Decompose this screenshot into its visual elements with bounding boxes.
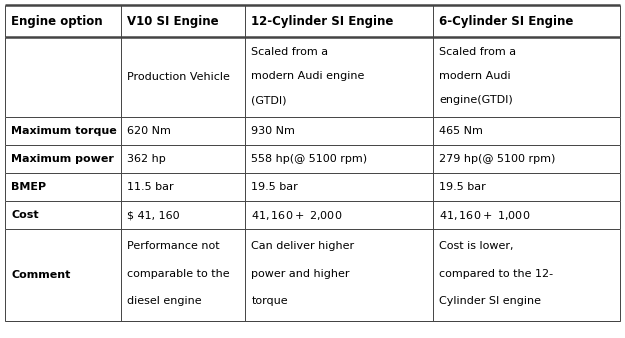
Text: modern Audi: modern Audi: [439, 71, 511, 81]
Text: compared to the 12-: compared to the 12-: [439, 269, 553, 279]
Text: 279 hp(@ 5100 rpm): 279 hp(@ 5100 rpm): [439, 154, 556, 164]
Text: 930 Nm: 930 Nm: [251, 126, 296, 136]
Text: 558 hp(@ 5100 rpm): 558 hp(@ 5100 rpm): [251, 154, 368, 164]
Text: 6-Cylinder SI Engine: 6-Cylinder SI Engine: [439, 15, 573, 27]
Text: Maximum power: Maximum power: [11, 154, 114, 164]
Text: BMEP: BMEP: [11, 182, 46, 192]
Text: Production Vehicle: Production Vehicle: [127, 72, 229, 82]
Text: 465 Nm: 465 Nm: [439, 126, 483, 136]
Text: Cylinder SI engine: Cylinder SI engine: [439, 296, 541, 307]
Text: Maximum torque: Maximum torque: [11, 126, 117, 136]
Text: Cost: Cost: [11, 210, 39, 220]
Text: 362 hp: 362 hp: [127, 154, 166, 164]
Text: Comment: Comment: [11, 270, 71, 280]
Text: Cost is lower,: Cost is lower,: [439, 241, 514, 251]
Text: 620 Nm: 620 Nm: [127, 126, 171, 136]
Text: 12-Cylinder SI Engine: 12-Cylinder SI Engine: [251, 15, 394, 27]
Text: power and higher: power and higher: [251, 269, 350, 279]
Text: Can deliver higher: Can deliver higher: [251, 241, 354, 251]
Text: $ 41, 160: $ 41, 160: [127, 210, 179, 220]
Text: 19.5 bar: 19.5 bar: [251, 182, 298, 192]
Text: 19.5 bar: 19.5 bar: [439, 182, 486, 192]
Text: Scaled from a: Scaled from a: [251, 47, 329, 56]
Text: $ 41,160 + $ 1,000: $ 41,160 + $ 1,000: [439, 209, 531, 221]
Text: $ 41,160 + $ 2,000: $ 41,160 + $ 2,000: [251, 209, 343, 221]
Text: Performance not: Performance not: [127, 241, 219, 251]
Text: V10 SI Engine: V10 SI Engine: [127, 15, 218, 27]
Text: engine(GTDI): engine(GTDI): [439, 95, 512, 105]
Text: (GTDI): (GTDI): [251, 95, 287, 105]
Text: Engine option: Engine option: [11, 15, 103, 27]
Text: torque: torque: [251, 296, 288, 307]
Text: diesel engine: diesel engine: [127, 296, 201, 307]
Text: comparable to the: comparable to the: [127, 269, 229, 279]
Text: modern Audi engine: modern Audi engine: [251, 71, 365, 81]
Text: Scaled from a: Scaled from a: [439, 47, 516, 56]
Text: 11.5 bar: 11.5 bar: [127, 182, 173, 192]
